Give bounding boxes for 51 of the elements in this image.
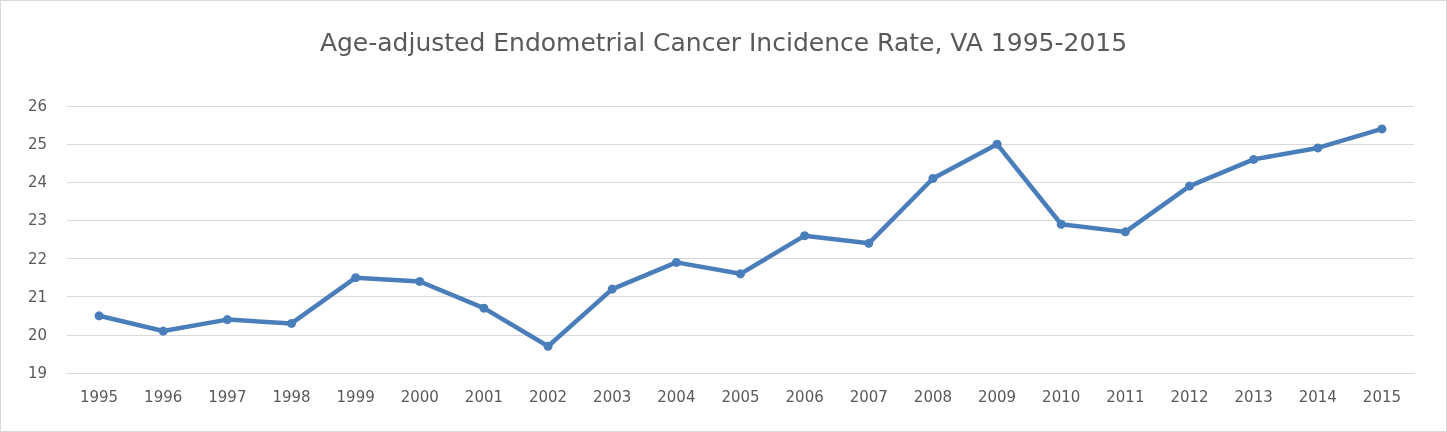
x-tick-label: 2014 [1298,387,1337,406]
point [1185,181,1194,191]
y-tick-label: 19 [27,364,47,382]
x-tick-label: 2002 [528,387,568,406]
y-tick-label: 25 [27,135,47,154]
point [543,341,553,351]
x-tick-label: 2012 [1170,387,1209,406]
y-tick-label: 21 [27,287,47,306]
x-tick-label: 2008 [913,387,953,406]
point [864,238,874,248]
point [94,311,104,321]
point [1120,227,1130,237]
x-tick-label: 1995 [79,387,119,406]
x-tick-label: 1999 [336,387,375,406]
point [287,318,296,328]
x-tick-label: 2005 [721,387,760,406]
x-tick-label: 2010 [1042,387,1081,406]
x-tick-label: 2013 [1234,387,1273,406]
point [671,257,681,267]
point [1056,219,1066,229]
x-tick-label: 2001 [464,387,504,406]
point [351,273,361,283]
x-tick-label: 2000 [400,387,439,406]
point [928,173,938,183]
point [992,139,1002,149]
point [415,276,425,286]
point [479,303,489,313]
point [158,326,168,336]
x-tick-label: 2007 [849,387,888,406]
x-tick-label: 1996 [144,387,183,406]
point [607,284,617,294]
x-tick-label: 2009 [977,387,1017,406]
x-tick-label: 2006 [785,387,824,406]
x-tick-label: 2011 [1106,387,1145,406]
point [1313,143,1323,153]
y-tick-label: 20 [27,325,47,344]
y-tick-label: 23 [27,211,47,230]
point [1377,124,1387,134]
x-tick-label: 2015 [1362,387,1402,406]
x-tick-label: 2004 [657,387,696,406]
x-tick-label: 2003 [593,387,632,406]
point [1249,154,1259,164]
x-tick-label: 1998 [272,387,311,406]
point [222,315,232,325]
x-tick-label: 1997 [208,387,247,406]
y-tick-label: 24 [27,173,47,192]
y-tick-label: 22 [27,249,47,268]
chart-title: Age-adjusted Endometrial Cancer Incidence Rate, VA 1995-2015 [319,28,1128,57]
point [800,231,810,241]
y-tick-label: 26 [27,97,47,115]
point [736,269,745,279]
